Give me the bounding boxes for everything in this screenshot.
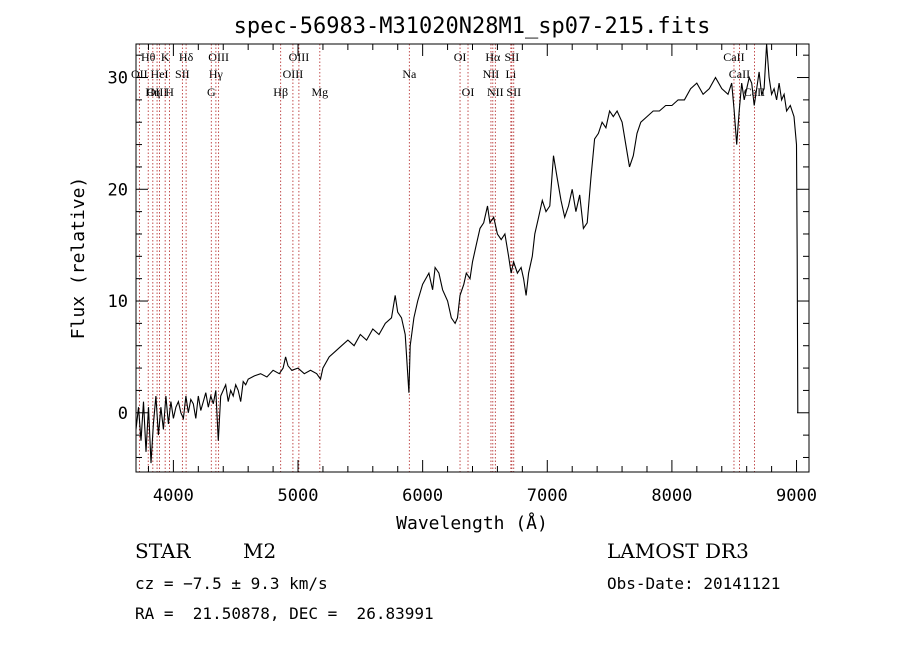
- survey-name: LAMOST DR3: [607, 539, 749, 563]
- x-axis-label: Wavelength (Å): [396, 512, 548, 534]
- y-tick-label: 20: [108, 180, 128, 200]
- object-class: STAR: [135, 539, 191, 563]
- x-tick-label: 4000: [153, 486, 194, 506]
- x-axis: 4000 5000 6000 7000 8000 9000: [147, 44, 817, 506]
- x-tick-label: 7000: [527, 486, 568, 506]
- spectral-line-label: Hδ: [179, 50, 194, 64]
- y-tick-label: 30: [108, 69, 128, 89]
- spectral-line-label: G: [207, 85, 216, 99]
- x-tick-label: 9000: [776, 486, 817, 506]
- spectral-line-label: H: [165, 85, 174, 99]
- spectral-line-label: CaII: [729, 67, 750, 81]
- spectral-line-label: OIII: [147, 85, 168, 99]
- y-tick-label: 0: [118, 404, 128, 424]
- object-subclass: M2: [243, 539, 277, 563]
- spectral-line-label: NII: [487, 85, 504, 99]
- spectral-line-label: OIII: [289, 50, 310, 64]
- redshift-velocity: cz = −7.5 ± 9.3 km/s: [135, 574, 328, 593]
- spectral-line-label: CaII: [744, 85, 765, 99]
- spectral-line-label: CaII: [723, 50, 744, 64]
- y-axis-label: Flux (relative): [68, 177, 89, 340]
- spectral-line-label: Mg: [311, 85, 328, 99]
- coordinates: RA = 21.50878, DEC = 26.83991: [135, 604, 434, 623]
- y-tick-label: 10: [108, 292, 128, 312]
- spectral-line-label: HeI: [151, 67, 169, 81]
- spectral-line-label: Hθ: [141, 50, 156, 64]
- flux-series: [136, 44, 799, 464]
- spectral-line-label: Hβ: [273, 85, 288, 99]
- chart-title: spec-56983-M31020N28M1_sp07-215.fits: [234, 14, 711, 39]
- spectral-line-label: K: [161, 50, 170, 64]
- spectral-line-label: Na: [402, 67, 417, 81]
- observation-date: Obs-Date: 20141121: [607, 574, 781, 593]
- spectral-line-label: OI: [454, 50, 467, 64]
- spectral-line-label: Hα: [485, 50, 501, 64]
- plot-frame: [135, 43, 810, 473]
- spectral-line-label: OIII: [283, 67, 304, 81]
- x-tick-label: 6000: [402, 486, 443, 506]
- spectral-line-label: Li: [506, 67, 517, 81]
- flux-line: [136, 44, 799, 464]
- spectral-line-label: SII: [175, 67, 190, 81]
- spectral-line-label: SII: [505, 50, 520, 64]
- spectral-line-label: Hη: [145, 85, 160, 99]
- x-tick-label: 5000: [278, 486, 319, 506]
- y-axis: 0 10 20 30: [108, 54, 809, 458]
- spectral-line-label: NII: [483, 67, 500, 81]
- spectral-line-label: OIII: [208, 50, 229, 64]
- spectral-line-label: OI: [462, 85, 475, 99]
- x-tick-label: 8000: [651, 486, 692, 506]
- spectral-line-label: SII: [506, 85, 521, 99]
- spectral-line-label: OII: [131, 67, 148, 81]
- spectral-line-label: Hγ: [209, 67, 224, 81]
